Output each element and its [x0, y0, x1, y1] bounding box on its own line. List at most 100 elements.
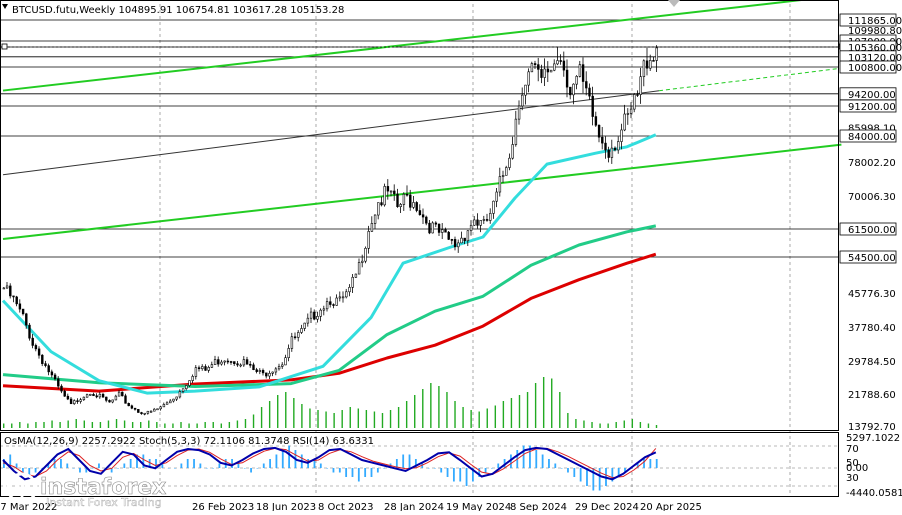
- candle[interactable]: [159, 405, 162, 411]
- candle[interactable]: [485, 213, 489, 222]
- candle[interactable]: [610, 139, 614, 164]
- candle[interactable]: [92, 392, 95, 397]
- candle[interactable]: [57, 376, 60, 390]
- candle[interactable]: [617, 136, 620, 154]
- candle[interactable]: [479, 220, 482, 233]
- candle[interactable]: [434, 221, 438, 228]
- candle[interactable]: [287, 344, 290, 362]
- candle[interactable]: [620, 123, 623, 150]
- candle[interactable]: [597, 124, 601, 143]
- candle[interactable]: [354, 273, 358, 278]
- candle[interactable]: [172, 398, 175, 403]
- candle[interactable]: [489, 208, 492, 224]
- candle[interactable]: [421, 208, 425, 224]
- candle[interactable]: [121, 391, 124, 397]
- candle[interactable]: [425, 215, 428, 226]
- candle[interactable]: [82, 396, 86, 401]
- candle[interactable]: [2, 286, 6, 290]
- candle[interactable]: [44, 360, 47, 368]
- candle[interactable]: [130, 404, 134, 410]
- candle[interactable]: [53, 373, 57, 381]
- candle[interactable]: [412, 195, 415, 210]
- candle[interactable]: [649, 54, 652, 71]
- candle[interactable]: [578, 60, 582, 78]
- candle[interactable]: [316, 311, 319, 323]
- candle[interactable]: [383, 183, 386, 207]
- candle[interactable]: [530, 61, 534, 73]
- candle[interactable]: [18, 299, 22, 313]
- candle[interactable]: [565, 59, 569, 98]
- candle[interactable]: [50, 369, 54, 378]
- price-line-handle-left[interactable]: [1, 43, 8, 50]
- candle[interactable]: [15, 295, 18, 307]
- candle[interactable]: [249, 361, 252, 368]
- candle[interactable]: [242, 356, 246, 367]
- candle[interactable]: [201, 364, 204, 371]
- candle[interactable]: [21, 308, 25, 316]
- price-candles[interactable]: [2, 45, 658, 416]
- candle[interactable]: [332, 303, 335, 309]
- candle[interactable]: [377, 202, 380, 220]
- candle[interactable]: [188, 380, 191, 388]
- candle[interactable]: [591, 86, 594, 126]
- candle[interactable]: [156, 408, 159, 411]
- candle[interactable]: [297, 330, 300, 342]
- candle[interactable]: [386, 179, 390, 200]
- candle[interactable]: [636, 90, 639, 97]
- candle[interactable]: [34, 343, 38, 352]
- candle[interactable]: [85, 393, 89, 398]
- candle[interactable]: [549, 69, 553, 73]
- candle[interactable]: [322, 305, 326, 316]
- candle[interactable]: [300, 324, 303, 335]
- candle[interactable]: [217, 356, 220, 367]
- candle[interactable]: [73, 399, 76, 406]
- candle[interactable]: [569, 86, 572, 100]
- candle[interactable]: [175, 396, 178, 401]
- candle[interactable]: [389, 190, 393, 197]
- candle[interactable]: [341, 291, 345, 303]
- candle[interactable]: [268, 370, 271, 380]
- candle[interactable]: [191, 374, 194, 384]
- candle[interactable]: [261, 368, 265, 376]
- candle[interactable]: [633, 92, 636, 113]
- candle[interactable]: [457, 239, 460, 253]
- candle[interactable]: [447, 230, 450, 240]
- candle[interactable]: [505, 165, 508, 176]
- candle[interactable]: [393, 184, 396, 201]
- candle[interactable]: [153, 407, 156, 412]
- candle[interactable]: [197, 365, 201, 372]
- candle[interactable]: [233, 361, 236, 366]
- candle[interactable]: [527, 68, 530, 93]
- candle[interactable]: [162, 402, 166, 408]
- candle[interactable]: [105, 396, 108, 403]
- candle[interactable]: [437, 223, 441, 236]
- candle[interactable]: [537, 57, 540, 82]
- candle[interactable]: [76, 398, 79, 404]
- candle[interactable]: [277, 363, 281, 371]
- candle[interactable]: [575, 75, 578, 90]
- candle[interactable]: [41, 353, 44, 367]
- candle[interactable]: [114, 394, 118, 401]
- candle[interactable]: [508, 153, 511, 171]
- candle[interactable]: [252, 362, 255, 371]
- candle[interactable]: [117, 389, 121, 397]
- candle[interactable]: [601, 126, 604, 150]
- candle[interactable]: [108, 399, 111, 403]
- candle[interactable]: [255, 367, 258, 374]
- candle[interactable]: [418, 204, 422, 216]
- candle[interactable]: [98, 391, 102, 399]
- candle[interactable]: [553, 59, 556, 72]
- candle[interactable]: [133, 407, 137, 411]
- candle[interactable]: [460, 231, 463, 244]
- candle[interactable]: [396, 188, 399, 208]
- candle[interactable]: [473, 216, 476, 226]
- candle[interactable]: [185, 385, 188, 391]
- candle[interactable]: [37, 346, 41, 359]
- candle[interactable]: [325, 297, 329, 312]
- candle[interactable]: [348, 284, 351, 297]
- candle[interactable]: [290, 332, 294, 352]
- candle[interactable]: [293, 332, 297, 340]
- candle[interactable]: [281, 362, 284, 369]
- candle[interactable]: [111, 399, 114, 404]
- candle[interactable]: [604, 136, 607, 159]
